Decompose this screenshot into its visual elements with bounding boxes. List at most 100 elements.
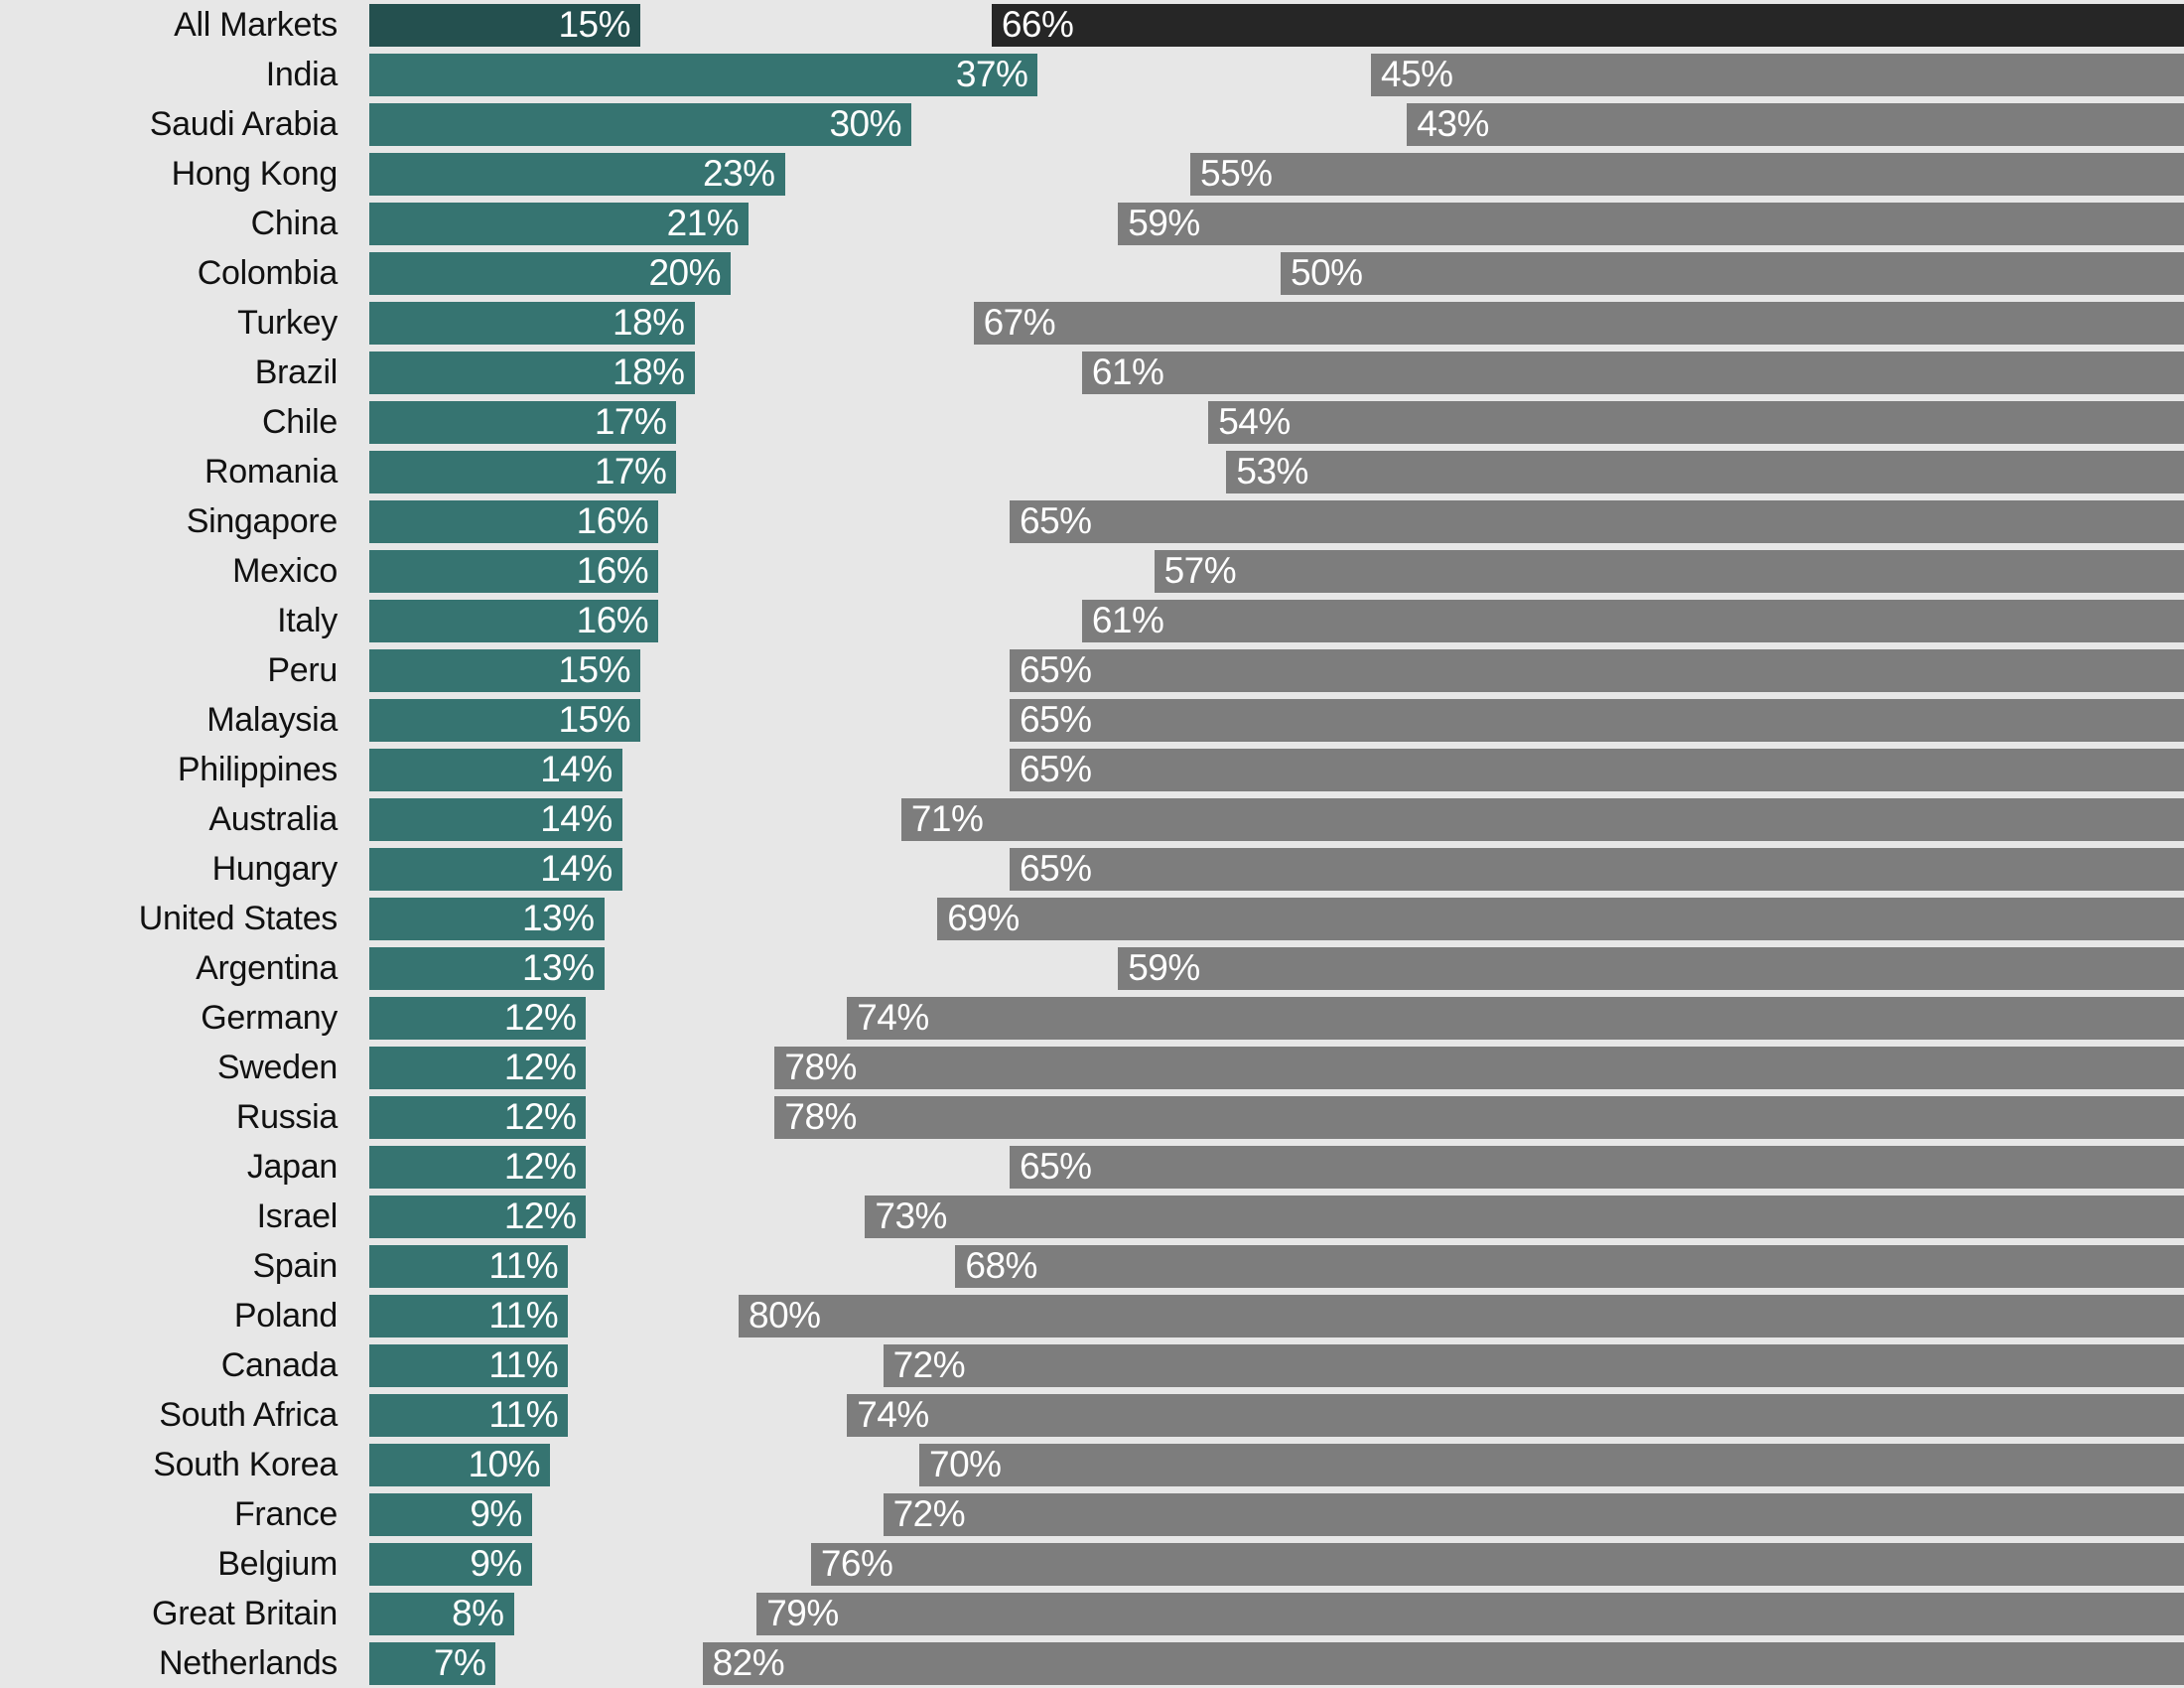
bar-left-value: 11% xyxy=(488,1245,559,1286)
bar-left[interactable]: 13% xyxy=(369,947,605,990)
bar-track: 15% 66% xyxy=(369,4,2184,47)
bar-left[interactable]: 8% xyxy=(369,1593,514,1635)
category-label: Italy xyxy=(277,602,338,639)
bar-left[interactable]: 12% xyxy=(369,1196,587,1238)
bar-right[interactable]: 59% xyxy=(1118,947,2184,990)
bar-left[interactable]: 11% xyxy=(369,1394,569,1437)
bar-right[interactable]: 74% xyxy=(847,1394,2184,1437)
bar-left[interactable]: 15% xyxy=(369,699,640,742)
bar-right[interactable]: 68% xyxy=(955,1245,2184,1288)
bar-left[interactable]: 13% xyxy=(369,898,605,940)
bar-right-value: 53% xyxy=(1236,451,1308,492)
bar-left[interactable]: 21% xyxy=(369,203,750,245)
bar-right-value: 54% xyxy=(1218,401,1291,442)
bar-right[interactable]: 76% xyxy=(810,1543,2184,1586)
bar-right[interactable]: 78% xyxy=(774,1047,2184,1089)
bar-left[interactable]: 12% xyxy=(369,1047,587,1089)
bar-left[interactable]: 12% xyxy=(369,997,587,1040)
bar-left[interactable]: 23% xyxy=(369,153,785,196)
bar-left[interactable]: 7% xyxy=(369,1642,496,1685)
bar-right[interactable]: 70% xyxy=(919,1444,2184,1486)
bar-right[interactable]: 65% xyxy=(1010,848,2184,891)
bar-left[interactable]: 37% xyxy=(369,54,1038,96)
bar-track: 14% 71% xyxy=(369,798,2184,841)
bar-left[interactable]: 15% xyxy=(369,4,640,47)
chart-row: Japan 12% 65% xyxy=(0,1142,2184,1192)
bar-right[interactable]: 54% xyxy=(1208,401,2184,444)
bar-left-value: 20% xyxy=(648,252,721,293)
chart-row: Russia 12% 78% xyxy=(0,1092,2184,1142)
bar-track: 18% 67% xyxy=(369,302,2184,345)
bar-left[interactable]: 16% xyxy=(369,550,659,593)
bar-right[interactable]: 69% xyxy=(937,898,2184,940)
bar-right[interactable]: 82% xyxy=(702,1642,2184,1685)
bar-left[interactable]: 14% xyxy=(369,749,622,791)
bar-left-value: 7% xyxy=(433,1642,486,1683)
bar-left-value: 9% xyxy=(470,1493,522,1534)
bar-right-value: 45% xyxy=(1381,54,1453,94)
bar-right[interactable]: 74% xyxy=(847,997,2184,1040)
bar-left[interactable]: 18% xyxy=(369,352,695,394)
bar-right[interactable]: 65% xyxy=(1010,749,2184,791)
bar-left[interactable]: 11% xyxy=(369,1344,569,1387)
bar-left[interactable]: 11% xyxy=(369,1245,569,1288)
bar-left[interactable]: 11% xyxy=(369,1295,569,1337)
bar-left[interactable]: 17% xyxy=(369,401,677,444)
bar-right[interactable]: 79% xyxy=(756,1593,2184,1635)
bar-right[interactable]: 65% xyxy=(1010,1146,2184,1189)
bar-left[interactable]: 20% xyxy=(369,252,731,295)
bar-track: 11% 80% xyxy=(369,1295,2184,1337)
bar-right[interactable]: 65% xyxy=(1010,699,2184,742)
bar-right[interactable]: 61% xyxy=(1081,600,2184,642)
bar-right[interactable]: 61% xyxy=(1081,352,2184,394)
bar-left[interactable]: 14% xyxy=(369,798,622,841)
bar-left[interactable]: 14% xyxy=(369,848,622,891)
chart-row: United States 13% 69% xyxy=(0,894,2184,943)
bar-right[interactable]: 59% xyxy=(1118,203,2184,245)
bar-right[interactable]: 65% xyxy=(1010,649,2184,692)
chart-row: All Markets 15% 66% xyxy=(0,0,2184,50)
bar-right[interactable]: 45% xyxy=(1371,54,2184,96)
bar-right[interactable]: 55% xyxy=(1190,153,2184,196)
bar-right[interactable]: 80% xyxy=(739,1295,2184,1337)
bar-right[interactable]: 53% xyxy=(1226,451,2184,493)
bar-left-value: 12% xyxy=(503,1096,577,1137)
bar-right[interactable]: 57% xyxy=(1154,550,2184,593)
chart-row: Poland 11% 80% xyxy=(0,1291,2184,1340)
bar-left[interactable]: 12% xyxy=(369,1096,587,1139)
bar-right-value: 43% xyxy=(1417,103,1489,144)
bar-left[interactable]: 16% xyxy=(369,500,659,543)
chart-row: Romania 17% 53% xyxy=(0,447,2184,496)
bar-right[interactable]: 65% xyxy=(1010,500,2184,543)
bar-left[interactable]: 30% xyxy=(369,103,911,146)
bar-right[interactable]: 67% xyxy=(973,302,2184,345)
bar-left[interactable]: 9% xyxy=(369,1493,532,1536)
bar-right[interactable]: 50% xyxy=(1281,252,2184,295)
bar-right[interactable]: 78% xyxy=(774,1096,2184,1139)
bar-track: 20% 50% xyxy=(369,252,2184,295)
bar-left[interactable]: 15% xyxy=(369,649,640,692)
bar-left[interactable]: 17% xyxy=(369,451,677,493)
chart-row: Turkey 18% 67% xyxy=(0,298,2184,348)
bar-right[interactable]: 71% xyxy=(900,798,2184,841)
bar-left[interactable]: 18% xyxy=(369,302,695,345)
chart-row: Chile 17% 54% xyxy=(0,397,2184,447)
chart-row: Australia 14% 71% xyxy=(0,794,2184,844)
bar-left[interactable]: 12% xyxy=(369,1146,587,1189)
bar-left[interactable]: 9% xyxy=(369,1543,532,1586)
category-label: Malaysia xyxy=(206,701,338,739)
chart-row: Saudi Arabia 30% 43% xyxy=(0,99,2184,149)
bar-left[interactable]: 16% xyxy=(369,600,659,642)
bar-right[interactable]: 66% xyxy=(991,4,2184,47)
bar-right-value: 66% xyxy=(1001,4,1074,45)
bar-right[interactable]: 72% xyxy=(883,1344,2184,1387)
bar-right[interactable]: 43% xyxy=(1407,103,2184,146)
category-label: Saudi Arabia xyxy=(149,105,339,143)
bar-right[interactable]: 72% xyxy=(883,1493,2184,1536)
chart-row: Spain 11% 68% xyxy=(0,1241,2184,1291)
bar-right[interactable]: 73% xyxy=(865,1196,2184,1238)
bar-left[interactable]: 10% xyxy=(369,1444,550,1486)
bar-left-value: 17% xyxy=(594,401,667,442)
bar-left-value: 15% xyxy=(558,699,630,740)
bar-left-value: 13% xyxy=(522,947,595,988)
